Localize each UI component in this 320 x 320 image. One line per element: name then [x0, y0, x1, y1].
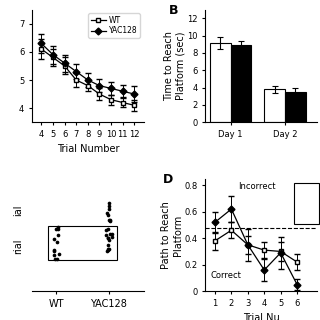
Point	[103, 227, 108, 232]
Point	[103, 233, 108, 238]
Point	[54, 239, 59, 244]
Point	[54, 226, 59, 231]
Point	[105, 212, 110, 218]
Text: ial: ial	[13, 204, 23, 216]
Point	[51, 252, 56, 258]
Point	[105, 226, 110, 231]
Bar	[210, 44, 231, 122]
Y-axis label: Path to Reach
Platform: Path to Reach Platform	[161, 201, 183, 269]
Point	[106, 247, 111, 252]
Text: D: D	[163, 173, 173, 186]
Point	[106, 237, 111, 243]
Point	[52, 256, 57, 261]
Bar	[285, 92, 306, 122]
Point	[106, 236, 111, 241]
Text: rial: rial	[13, 238, 23, 254]
Point	[54, 257, 59, 262]
Point	[109, 234, 115, 239]
Bar	[264, 89, 285, 122]
Point	[110, 231, 115, 236]
Legend: WT, YAC128: WT, YAC128	[88, 13, 140, 37]
Point	[52, 247, 57, 252]
Bar	[231, 45, 252, 122]
Point	[106, 204, 111, 209]
X-axis label: Trial Nu: Trial Nu	[243, 313, 279, 320]
Point	[106, 247, 111, 252]
Point	[106, 217, 111, 222]
Text: Incorrect: Incorrect	[239, 182, 276, 191]
Point	[106, 242, 111, 247]
Point	[106, 207, 111, 212]
Point	[56, 252, 61, 257]
Text: B: B	[169, 4, 179, 17]
Point	[104, 248, 109, 253]
Point	[108, 231, 113, 236]
Point	[106, 246, 111, 252]
Point	[51, 248, 56, 253]
Point	[107, 200, 112, 205]
Point	[108, 218, 113, 223]
Point	[55, 227, 60, 232]
Point	[107, 217, 112, 222]
Bar	[294, 183, 319, 224]
Point	[106, 235, 111, 240]
Bar	[48, 226, 117, 260]
Text: Correct: Correct	[211, 271, 242, 280]
Point	[56, 232, 61, 237]
Point	[104, 210, 109, 215]
X-axis label: Trial Number: Trial Number	[57, 144, 119, 155]
Y-axis label: Time to Reach
Platform (sec): Time to Reach Platform (sec)	[164, 31, 186, 101]
Point	[55, 225, 60, 230]
Point	[52, 236, 57, 242]
